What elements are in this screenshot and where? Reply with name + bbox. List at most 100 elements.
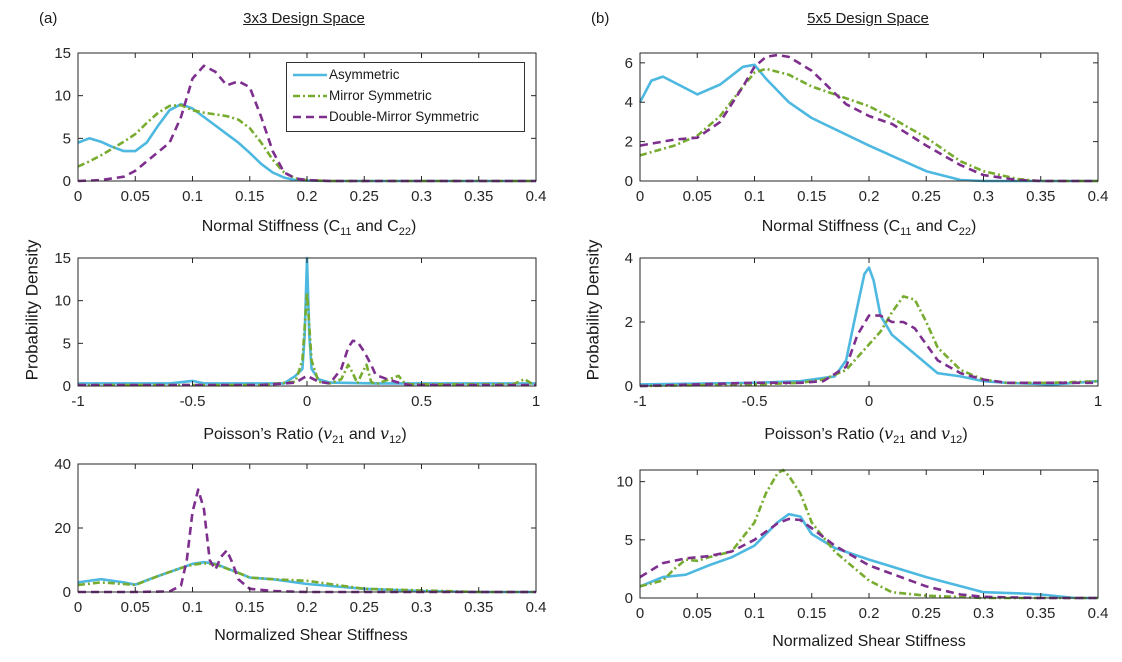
xtick-label-a2-4: 1 bbox=[532, 393, 540, 410]
xlabel-a-poisson: Poisson’s Ratio (v21 and v12) bbox=[203, 424, 407, 447]
xlabel-a-normal: Normal Stiffness (C11 and C22) bbox=[201, 218, 417, 239]
series-line-b1-1 bbox=[639, 67, 1098, 183]
xtick-label-a1-8: 0.4 bbox=[526, 188, 547, 205]
plot-b-normal-stiffness: 0 0.05 0.1 0.15 0.2 0.25 0.3 0.35 0.4 0 2 4 6 bbox=[625, 52, 1108, 205]
xtick-label-a3-5: 0.25 bbox=[350, 599, 379, 616]
xlabel-b-shear: Normalized Shear Stiffness bbox=[772, 633, 966, 650]
chart-svg-b1: 0 0.05 0.1 0.15 0.2 0.25 0.3 0.35 0.4 0 2 4 6 bbox=[625, 52, 1108, 205]
ylabel-right: Probability Density bbox=[583, 239, 603, 381]
xtick-label-b3-3: 0.15 bbox=[797, 605, 826, 622]
xtick-label-b2-1: -0.5 bbox=[742, 393, 768, 410]
xtick-label-b3-6: 0.3 bbox=[973, 605, 994, 622]
series-line-b2-0 bbox=[639, 266, 1099, 386]
legend-item-asymmetric: Asymmetric bbox=[287, 65, 524, 85]
legend-label-double-mirror: Double-Mirror Symmetric bbox=[329, 109, 480, 124]
plot-b-poisson-ratio: -1 -0.5 0 0.5 1 0 2 4 bbox=[625, 250, 1103, 410]
xtick-label-b3-1: 0.05 bbox=[683, 605, 712, 622]
xtick-label-b3-4: 0.2 bbox=[859, 605, 880, 622]
ytick-label-b2-0: 0 bbox=[625, 378, 633, 395]
legend: Asymmetric Mirror Symmetric Double-Mirro… bbox=[286, 62, 525, 132]
xtick-label-b1-1: 0.05 bbox=[683, 188, 712, 205]
series-line-a2-2 bbox=[78, 339, 536, 387]
xtick-label-b1-5: 0.25 bbox=[912, 188, 941, 205]
series-line-b3-2 bbox=[639, 517, 1098, 600]
legend-item-double-mirror: Double-Mirror Symmetric bbox=[287, 107, 524, 127]
ytick-label-b1-0: 0 bbox=[625, 173, 633, 190]
ytick-label-a1-3: 15 bbox=[54, 45, 71, 62]
chart-svg-b2: -1 -0.5 0 0.5 1 0 2 4 bbox=[625, 250, 1103, 410]
plot-a-poisson-ratio: -1 -0.5 0 0.5 1 0 5 10 15 bbox=[54, 250, 540, 410]
xtick-label-b3-0: 0 bbox=[636, 605, 644, 622]
axes-box-b2 bbox=[639, 257, 1099, 387]
series-line-a1-2 bbox=[77, 64, 536, 183]
ytick-label-b1-3: 6 bbox=[625, 55, 633, 72]
title-5x5: 5x5 Design Space bbox=[807, 10, 929, 27]
ytick-label-a3-2: 40 bbox=[54, 456, 71, 473]
xtick-label-a3-2: 0.1 bbox=[182, 599, 203, 616]
xtick-label-b1-8: 0.4 bbox=[1088, 188, 1109, 205]
xtick-label-b2-4: 1 bbox=[1094, 393, 1102, 410]
xtick-label-b2-3: 0.5 bbox=[973, 393, 994, 410]
xtick-label-a1-6: 0.3 bbox=[411, 188, 432, 205]
xtick-label-b1-0: 0 bbox=[636, 188, 644, 205]
xtick-label-a3-6: 0.3 bbox=[411, 599, 432, 616]
xtick-label-a1-7: 0.35 bbox=[464, 188, 493, 205]
legend-label-asymmetric: Asymmetric bbox=[329, 67, 400, 82]
ytick-label-b1-2: 4 bbox=[625, 94, 633, 111]
ytick-label-b3-0: 0 bbox=[625, 590, 633, 607]
legend-item-mirror: Mirror Symmetric bbox=[287, 86, 524, 106]
xtick-label-b3-5: 0.25 bbox=[912, 605, 941, 622]
legend-line-double-mirror bbox=[293, 115, 327, 119]
xtick-label-b3-7: 0.35 bbox=[1026, 605, 1055, 622]
legend-label-mirror: Mirror Symmetric bbox=[329, 88, 432, 103]
xtick-label-b2-2: 0 bbox=[865, 393, 873, 410]
chart-svg-a3: 0 0.05 0.1 0.15 0.2 0.25 0.3 0.35 0.4 0 20 40 bbox=[54, 456, 546, 616]
series-line-b3-1 bbox=[639, 468, 1098, 600]
ytick-label-a2-0: 0 bbox=[63, 378, 71, 395]
ytick-label-b3-1: 5 bbox=[625, 532, 633, 549]
ytick-label-b3-2: 10 bbox=[616, 474, 633, 491]
title-3x3: 3x3 Design Space bbox=[243, 10, 365, 27]
xtick-label-b1-4: 0.2 bbox=[859, 188, 880, 205]
xtick-label-a1-4: 0.2 bbox=[297, 188, 318, 205]
xtick-label-b1-3: 0.15 bbox=[797, 188, 826, 205]
legend-line-asymmetric bbox=[293, 73, 327, 77]
axes-box-a3 bbox=[77, 463, 537, 593]
xlabel-b-normal: Normal Stiffness (C11 and C22) bbox=[761, 218, 977, 239]
series-line-b2-2 bbox=[639, 314, 1098, 388]
xtick-label-a3-4: 0.2 bbox=[297, 599, 318, 616]
series-line-b1-2 bbox=[639, 53, 1098, 183]
xtick-label-a3-8: 0.4 bbox=[526, 599, 547, 616]
plot-b-shear-stiffness: 0 0.05 0.1 0.15 0.2 0.25 0.3 0.35 0.4 0 5 10 bbox=[616, 468, 1108, 622]
series-line-b1-0 bbox=[638, 63, 1098, 183]
series-line-a3-1 bbox=[77, 561, 536, 594]
xtick-label-b3-8: 0.4 bbox=[1088, 605, 1109, 622]
ytick-label-a2-3: 15 bbox=[54, 250, 71, 267]
series-line-a2-0 bbox=[78, 256, 536, 385]
panel-b-label: (b) bbox=[591, 10, 610, 27]
xtick-label-b1-2: 0.1 bbox=[744, 188, 765, 205]
xtick-label-a3-3: 0.15 bbox=[235, 599, 264, 616]
xtick-label-a1-0: 0 bbox=[74, 188, 82, 205]
series-line-b3-0 bbox=[639, 512, 1098, 600]
xtick-label-b1-6: 0.3 bbox=[973, 188, 994, 205]
panel-a-label: (a) bbox=[39, 10, 58, 27]
plot-a-shear-stiffness: 0 0.05 0.1 0.15 0.2 0.25 0.3 0.35 0.4 0 20 40 bbox=[54, 456, 546, 616]
series-line-a2-1 bbox=[78, 290, 537, 387]
plot-a-normal-stiffness: 0 0.05 0.1 0.15 0.2 0.25 0.3 0.35 0.4 0 5 10 15 bbox=[54, 45, 546, 205]
legend-line-mirror bbox=[293, 94, 327, 98]
xtick-label-b3-2: 0.1 bbox=[744, 605, 765, 622]
xtick-label-a3-1: 0.05 bbox=[121, 599, 150, 616]
xtick-label-a2-1: -0.5 bbox=[180, 393, 206, 410]
chart-svg-a1: 0 0.05 0.1 0.15 0.2 0.25 0.3 0.35 0.4 0 5 10 15 bbox=[54, 45, 546, 205]
xtick-label-a3-7: 0.35 bbox=[464, 599, 493, 616]
ytick-label-a2-1: 5 bbox=[63, 335, 71, 352]
xtick-label-a2-0: -1 bbox=[71, 393, 84, 410]
xtick-label-a1-5: 0.25 bbox=[350, 188, 379, 205]
xtick-label-a3-0: 0 bbox=[74, 599, 82, 616]
ytick-label-b1-1: 2 bbox=[625, 134, 633, 151]
ytick-label-a2-2: 10 bbox=[54, 293, 71, 310]
ytick-label-a1-1: 5 bbox=[63, 130, 71, 147]
xtick-label-a1-3: 0.15 bbox=[235, 188, 264, 205]
